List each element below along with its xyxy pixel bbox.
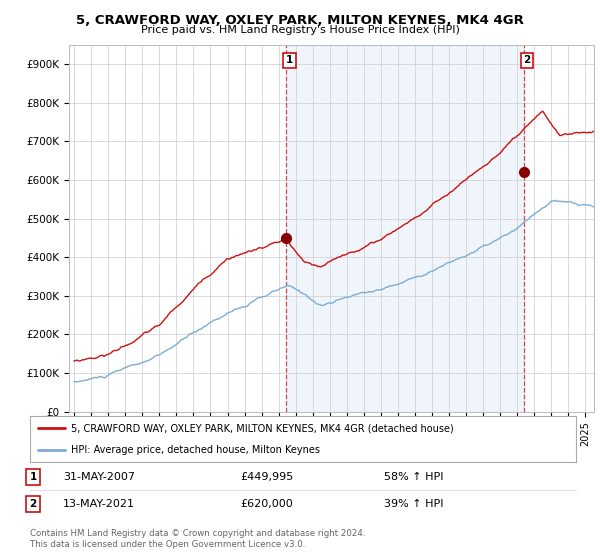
Text: £620,000: £620,000	[240, 499, 293, 509]
Text: 31-MAY-2007: 31-MAY-2007	[63, 472, 135, 482]
Text: 39% ↑ HPI: 39% ↑ HPI	[384, 499, 443, 509]
Text: £449,995: £449,995	[240, 472, 293, 482]
Text: 13-MAY-2021: 13-MAY-2021	[63, 499, 135, 509]
Text: Contains HM Land Registry data © Crown copyright and database right 2024.
This d: Contains HM Land Registry data © Crown c…	[30, 529, 365, 549]
Text: 5, CRAWFORD WAY, OXLEY PARK, MILTON KEYNES, MK4 4GR: 5, CRAWFORD WAY, OXLEY PARK, MILTON KEYN…	[76, 14, 524, 27]
Text: 58% ↑ HPI: 58% ↑ HPI	[384, 472, 443, 482]
Text: 2: 2	[524, 55, 531, 66]
Text: 1: 1	[286, 55, 293, 66]
Text: HPI: Average price, detached house, Milton Keynes: HPI: Average price, detached house, Milt…	[71, 445, 320, 455]
Text: 1: 1	[29, 472, 37, 482]
Text: 5, CRAWFORD WAY, OXLEY PARK, MILTON KEYNES, MK4 4GR (detached house): 5, CRAWFORD WAY, OXLEY PARK, MILTON KEYN…	[71, 423, 454, 433]
Bar	[286, 45, 524, 412]
Text: 2: 2	[29, 499, 37, 509]
Text: Price paid vs. HM Land Registry's House Price Index (HPI): Price paid vs. HM Land Registry's House …	[140, 25, 460, 35]
